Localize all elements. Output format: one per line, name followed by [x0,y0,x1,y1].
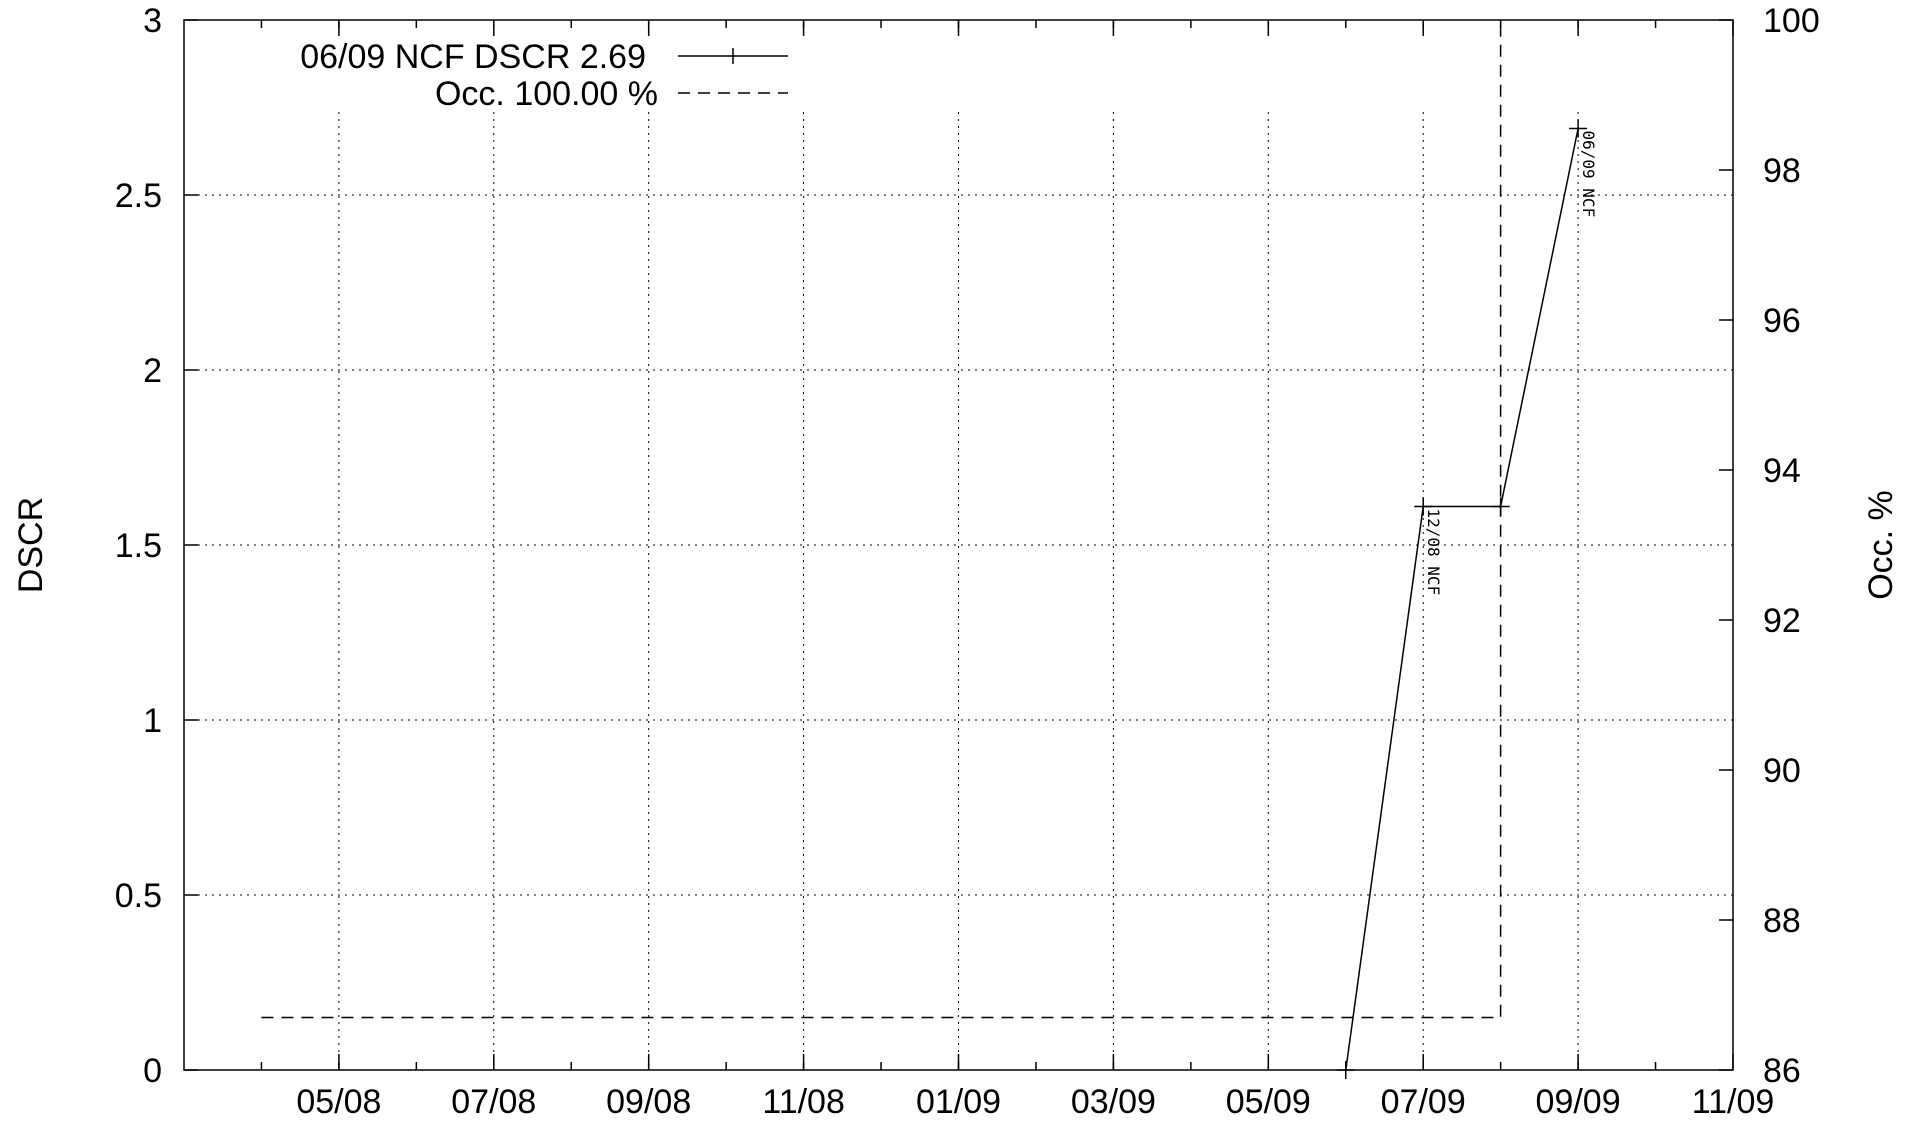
annotation-layer: 12/08 NCF 06/09 NCF [1424,131,1598,596]
label-layer: 0 0.5 1 1.5 2 2.5 3 86 88 90 92 94 96 98 100 05/08 07/08… [115,2,1820,1121]
x-tick-label: 05/09 [1226,1083,1311,1121]
x-tick-label: 09/08 [606,1083,691,1121]
x-tick-label: 11/08 [762,1083,845,1121]
y-tick-label: 1 [143,702,162,740]
x-tick-label: 03/09 [1071,1083,1156,1121]
y-tick-label: 2.5 [115,177,162,215]
legend: 06/09 NCF DSCR 2.69 Occ. 100.00 % [300,38,788,113]
y2-tick-label: 86 [1763,1052,1801,1090]
point-annotation: 12/08 NCF [1424,509,1443,596]
x-tick-label: 09/09 [1536,1083,1621,1121]
x-tick-label: 07/08 [451,1083,536,1121]
y-tick-label: 3 [143,2,162,40]
x-tick-label: 05/08 [296,1083,381,1121]
y2-tick-label: 92 [1763,602,1801,640]
y-tick-label: 2 [143,352,162,390]
y-tick-label: 0.5 [115,877,162,915]
series-line-dscr [1345,128,1579,1071]
y2-tick-label: 100 [1763,2,1820,40]
y2-axis-title: Occ. % [1862,490,1900,600]
y-tick-label: 1.5 [115,527,162,565]
y-axis-title: DSCR [12,497,50,593]
y2-tick-label: 94 [1763,452,1801,490]
legend-label-occ: Occ. 100.00 % [435,75,658,113]
y2-tick-label: 90 [1763,752,1801,790]
series-line-occupancy [261,20,1502,1019]
tick-layer [184,19,1734,1071]
series-layer [261,20,1588,1079]
y2-tick-label: 88 [1763,902,1801,940]
x-tick-label: 11/09 [1692,1083,1775,1121]
x-tick-label: 07/09 [1381,1083,1466,1121]
grid-layer [184,112,1733,1070]
point-annotation: 06/09 NCF [1579,131,1598,218]
y2-tick-label: 98 [1763,152,1801,190]
y2-tick-label: 96 [1763,302,1801,340]
x-tick-label: 01/09 [916,1083,1001,1121]
y-tick-label: 0 [143,1052,162,1090]
legend-label-dscr: 06/09 NCF DSCR 2.69 [300,38,646,76]
